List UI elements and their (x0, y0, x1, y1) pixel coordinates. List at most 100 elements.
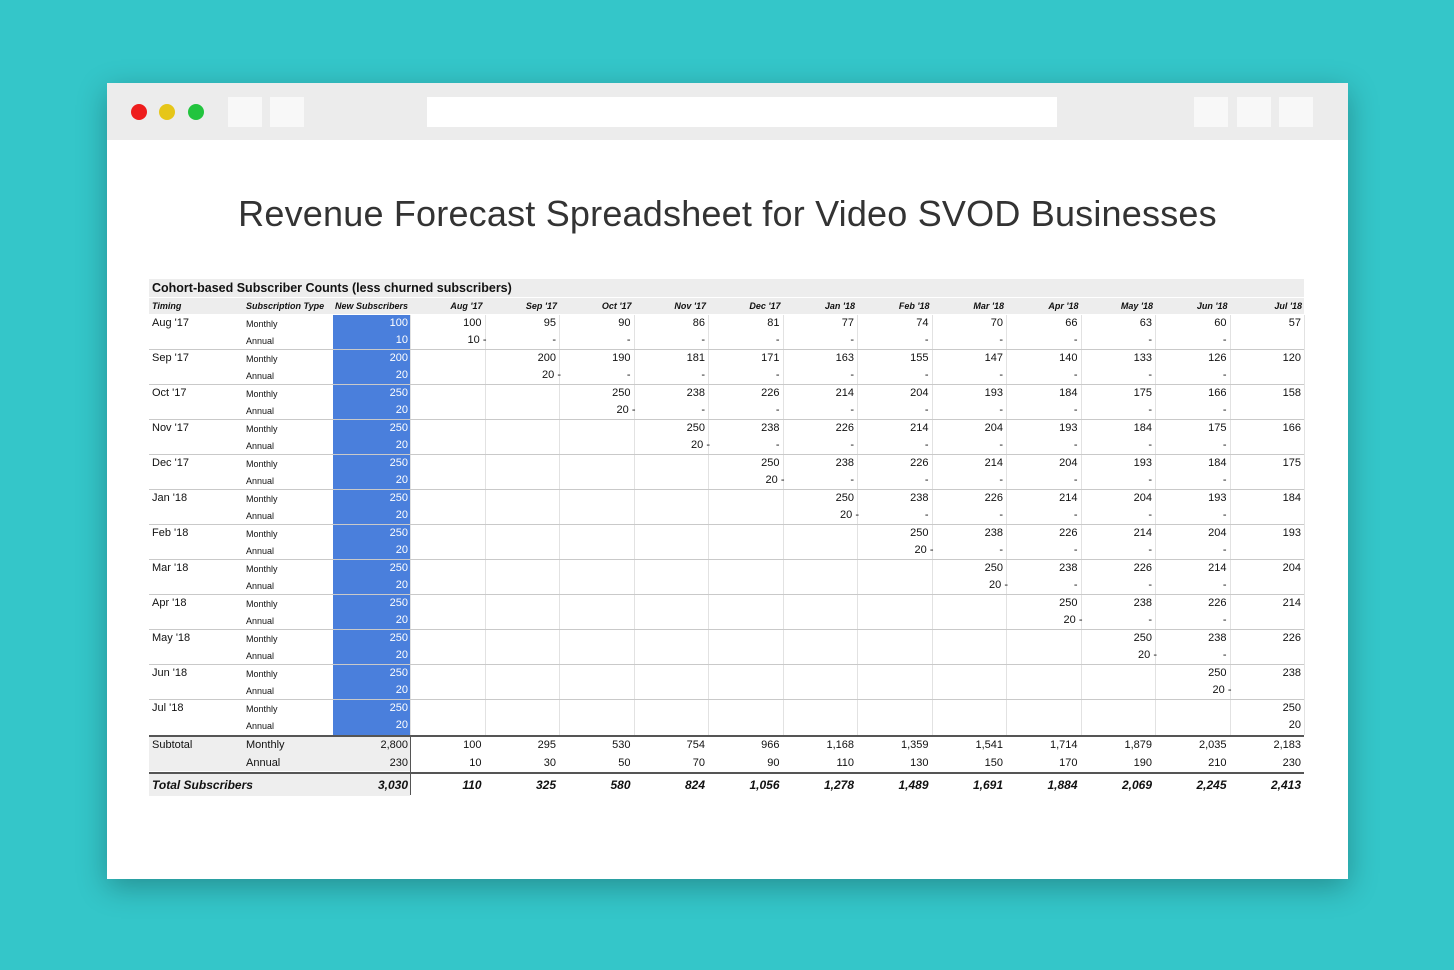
grid-line (559, 315, 560, 735)
new-subscribers-monthly: 250 (389, 387, 408, 399)
subscription-type-monthly: Monthly (246, 424, 278, 434)
close-window-button[interactable] (131, 104, 147, 120)
annual-count-cell: - (1148, 334, 1152, 346)
monthly-count-cell: 155 (910, 352, 929, 364)
subscription-type-annual: Annual (246, 336, 275, 346)
monthly-count-cell: 158 (1282, 387, 1301, 399)
annual-count-cell: - (775, 334, 780, 346)
address-bar[interactable] (427, 97, 1057, 127)
cohort-timing: Aug '17 (152, 317, 189, 329)
new-subscribers-monthly: 250 (389, 702, 408, 714)
header-month: Apr '18 (1006, 298, 1079, 314)
annual-count-cell: - (850, 334, 854, 346)
annual-count-cell: - (1222, 474, 1227, 486)
monthly-count-cell: 204 (1133, 492, 1152, 504)
annual-count-cell: - (924, 334, 929, 346)
total-subscribers-cell: 2,245 (1196, 778, 1227, 792)
monthly-count-cell: 90 (618, 317, 631, 329)
header-month: May '18 (1080, 298, 1153, 314)
toolbar-button-1[interactable] (1194, 97, 1228, 127)
total-subscribers-cell: 1,278 (823, 778, 854, 792)
monthly-count-cell: 74 (916, 317, 929, 329)
monthly-count-cell: 184 (1133, 422, 1152, 434)
new-subscribers-annual: 20 (395, 614, 408, 626)
monthly-count-cell: 238 (835, 457, 854, 469)
annual-count-cell: - (1148, 369, 1152, 381)
annual-count-cell: - (701, 404, 705, 416)
monthly-count-cell: 250 (984, 562, 1003, 574)
toolbar-button-3[interactable] (1279, 97, 1313, 127)
monthly-count-cell: 140 (1059, 352, 1078, 364)
header-month: Jul '18 (1229, 298, 1302, 314)
annual-count-cell: 20 - (1138, 649, 1157, 661)
maximize-window-button[interactable] (188, 104, 204, 120)
new-subscribers-annual: 20 (395, 649, 408, 661)
annual-count-cell: - (999, 439, 1003, 451)
annual-count-cell: - (850, 404, 854, 416)
monthly-count-cell: 226 (1059, 527, 1078, 539)
annual-count-cell: - (1073, 439, 1078, 451)
grid-line (484, 315, 486, 735)
sheet-title: Cohort-based Subscriber Counts (less chu… (149, 279, 1304, 297)
grid-line (1155, 315, 1156, 735)
monthly-count-cell: 250 (1208, 667, 1227, 679)
subtotal-label: Subtotal (152, 739, 193, 751)
minimize-window-button[interactable] (159, 104, 175, 120)
monthly-count-cell: 204 (910, 387, 929, 399)
monthly-count-cell: 226 (835, 422, 854, 434)
monthly-count-cell: 184 (1208, 457, 1227, 469)
monthly-count-cell: 193 (1059, 422, 1078, 434)
subscription-type-annual: Annual (246, 371, 275, 381)
cohort-timing: May '18 (152, 632, 191, 644)
browser-chrome (107, 83, 1348, 140)
back-button[interactable] (228, 97, 262, 127)
annual-count-cell: - (775, 439, 780, 451)
monthly-count-cell: 238 (1282, 667, 1301, 679)
subtotal-annual-cell: 210 (1208, 757, 1227, 769)
row-divider (149, 489, 1304, 490)
subscription-type-annual: Annual (246, 721, 275, 731)
grid-line (633, 315, 635, 735)
annual-count-cell: - (1222, 579, 1227, 591)
new-subscribers-monthly: 250 (389, 422, 408, 434)
total-subscribers-cell: 110 (462, 778, 482, 792)
row-divider (149, 384, 1304, 385)
header-timing: Timing (152, 298, 232, 314)
toolbar-button-2[interactable] (1237, 97, 1271, 127)
cohort-timing: Jul '18 (152, 702, 184, 714)
annual-count-cell: - (775, 369, 780, 381)
monthly-count-cell: 175 (1208, 422, 1227, 434)
row-divider (149, 524, 1304, 525)
annual-count-cell: 20 - (542, 369, 561, 381)
annual-count-cell: - (1222, 544, 1227, 556)
header-month: Jan '18 (782, 298, 855, 314)
new-subscribers-annual: 20 (395, 474, 408, 486)
subtotal-monthly-cell: 2,183 (1273, 739, 1301, 751)
new-subscribers-monthly: 250 (389, 667, 408, 679)
forward-button[interactable] (270, 97, 304, 127)
annual-count-cell: 20 (1288, 719, 1301, 731)
subscription-type-annual: Annual (246, 406, 275, 416)
subscription-type-annual: Annual (246, 441, 275, 451)
subtotal-monthly-cell: 1,359 (900, 739, 929, 751)
annual-count-cell: - (1148, 579, 1152, 591)
subscription-type-monthly: Monthly (246, 599, 278, 609)
annual-count-cell: - (626, 369, 631, 381)
monthly-count-cell: 81 (767, 317, 780, 329)
subtotal-annual-cell: 170 (1059, 757, 1078, 769)
monthly-count-cell: 100 (463, 317, 482, 329)
annual-count-cell: 20 - (1212, 684, 1232, 696)
annual-count-cell: - (924, 474, 929, 486)
monthly-count-cell: 238 (984, 527, 1003, 539)
subtotal-monthly-cell: 1,714 (1049, 739, 1078, 751)
page-title: Revenue Forecast Spreadsheet for Video S… (238, 193, 1217, 234)
subtotal-annual-cell: 110 (836, 757, 854, 769)
monthly-count-cell: 238 (1059, 562, 1078, 574)
annual-count-cell: 20 - (691, 439, 710, 451)
annual-count-cell: 10 - (467, 334, 487, 346)
annual-count-cell: - (999, 369, 1003, 381)
annual-count-cell: - (1148, 509, 1152, 521)
monthly-count-cell: 77 (841, 317, 854, 329)
annual-count-cell: - (999, 544, 1003, 556)
monthly-count-cell: 238 (761, 422, 780, 434)
